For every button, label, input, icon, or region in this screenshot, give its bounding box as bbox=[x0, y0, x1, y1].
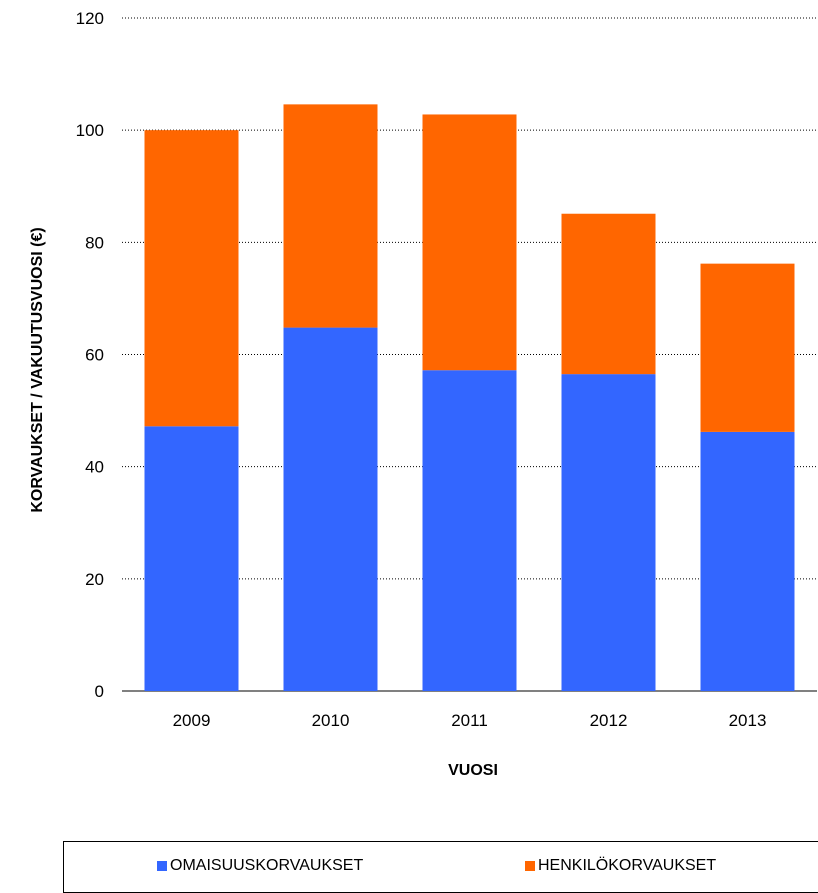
bar-2010-series-0 bbox=[283, 327, 378, 691]
x-tick-label: 2011 bbox=[451, 711, 488, 730]
x-axis-title: VUOSI bbox=[448, 762, 498, 779]
y-tick-label: 40 bbox=[85, 458, 104, 477]
bar-2013-series-0 bbox=[700, 431, 795, 691]
y-tick-label: 100 bbox=[76, 121, 104, 140]
y-tick-label: 60 bbox=[85, 346, 104, 365]
x-tick-label: 2009 bbox=[173, 711, 211, 730]
bar-2011-series-0 bbox=[422, 370, 517, 691]
bar-2011-series-1 bbox=[422, 114, 517, 371]
stacked-bar-chart: 0 20 40 60 80 100 120 2009 2010 2011 2012 2013 VUO… bbox=[29, 9, 817, 779]
x-tick-label: 2012 bbox=[590, 711, 628, 730]
legend-label-omaisuus: OMAISUUSKORVAUKSET bbox=[170, 857, 364, 874]
legend-label-henkilo: HENKILÖKORVAUKSET bbox=[538, 857, 717, 874]
bar-2009-series-1 bbox=[144, 130, 239, 427]
x-tick-label: 2010 bbox=[312, 711, 350, 730]
y-tick-label: 120 bbox=[76, 9, 104, 28]
legend-swatch-orange-icon bbox=[525, 861, 535, 871]
bar-2010-series-1 bbox=[283, 104, 378, 328]
bar-2012-series-1 bbox=[561, 213, 656, 375]
y-tick-label: 20 bbox=[85, 570, 104, 589]
legend-item-omaisuus: OMAISUUSKORVAUKSET bbox=[157, 857, 363, 875]
bar-2012-series-0 bbox=[561, 374, 656, 691]
bar-2013-series-1 bbox=[700, 263, 795, 432]
x-tick-labels: 2009 2010 2011 2012 2013 bbox=[173, 711, 767, 730]
bar-2009-series-0 bbox=[144, 426, 239, 691]
y-tick-label: 80 bbox=[85, 233, 104, 252]
y-tick-labels: 0 20 40 60 80 100 120 bbox=[76, 9, 104, 701]
bars bbox=[144, 104, 795, 691]
legend-swatch-blue-icon bbox=[157, 861, 167, 871]
x-tick-label: 2013 bbox=[729, 711, 767, 730]
legend: OMAISUUSKORVAUKSET HENKILÖKORVAUKSET bbox=[63, 841, 818, 893]
y-axis-title: KORVAUKSET / VAKUUTUSVUOSI (€) bbox=[29, 227, 46, 512]
legend-item-henkilo: HENKILÖKORVAUKSET bbox=[525, 857, 716, 875]
y-tick-label: 0 bbox=[95, 682, 104, 701]
